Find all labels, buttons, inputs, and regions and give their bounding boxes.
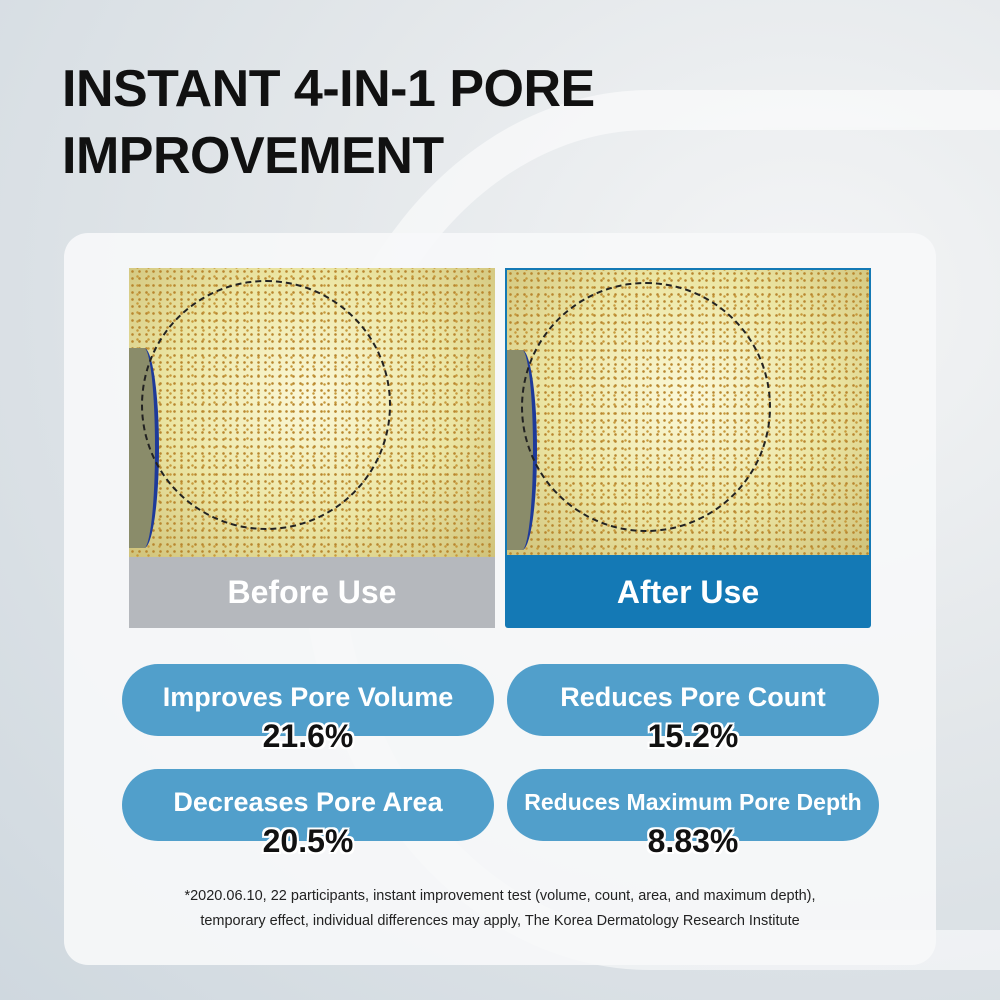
footnote: *2020.06.10, 22 participants, instant im… <box>64 884 936 934</box>
stat-pill-count: Reduces Pore Count <box>507 664 879 736</box>
before-label: Before Use <box>129 557 495 628</box>
stat-value-depth: 8.83% <box>647 823 739 859</box>
title-line-2: IMPROVEMENT <box>62 127 444 185</box>
dashed-circle <box>521 282 771 532</box>
after-label: After Use <box>505 557 871 628</box>
footnote-line-1: *2020.06.10, 22 participants, instant im… <box>184 888 816 904</box>
before-photo <box>129 268 495 557</box>
stat-pill-area: Decreases Pore Area <box>122 769 494 841</box>
stat-pill-volume: Improves Pore Volume <box>122 664 494 736</box>
stat-value-volume: 21.6% <box>262 718 354 754</box>
after-photo <box>505 268 871 557</box>
stat-pill-depth: Reduces Maximum Pore Depth <box>507 769 879 841</box>
page-title: INSTANT 4-IN-1 PORE IMPROVEMENT <box>62 56 595 190</box>
title-line-1: INSTANT 4-IN-1 PORE <box>62 60 595 118</box>
footnote-line-2: temporary effect, individual differences… <box>200 913 800 929</box>
stat-value-count: 15.2% <box>647 718 739 754</box>
stat-value-area: 20.5% <box>262 823 354 859</box>
dashed-circle <box>141 280 391 530</box>
